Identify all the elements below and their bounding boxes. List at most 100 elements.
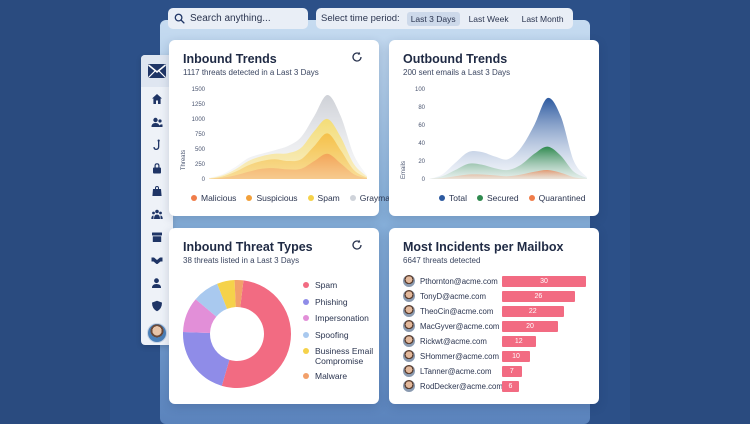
sidebar-item-partners[interactable] [141,248,173,271]
y-tick-label: 750 [195,132,206,138]
legend-label: Spam [317,193,340,203]
legend-item-suspicious: Suspicious [246,193,298,203]
y-tick-label: 40 [418,141,425,147]
series-area-quarantined [429,169,587,179]
legend-dot [303,348,309,354]
donut-slice-spam[interactable] [221,280,291,388]
threat-type-item: Spoofing [303,330,377,347]
avatar [403,335,415,347]
legend-item-quarantined: Quarantined [528,193,586,203]
refresh-icon[interactable] [351,239,363,251]
table-row[interactable]: MacGyver@acme.com 20 [403,319,558,333]
search-input[interactable]: Search anything... [168,8,308,29]
threat-type-item: Malware [303,371,377,388]
sidebar-item-security[interactable] [141,156,173,179]
card-subtitle: 38 threats listed in a Last 3 Days [183,256,300,265]
top-bar: Search anything... Select time period: L… [168,8,573,30]
sidebar-item-phishing[interactable] [141,133,173,156]
legend-dot [439,195,445,201]
handshake-icon [151,257,163,264]
y-tick-label: 0 [202,177,206,183]
avatar [403,365,415,377]
legend-dot [246,195,253,201]
outbound-trends-chart: Emails 100 80 60 40 20 0 [401,87,587,183]
sidebar-item-users[interactable] [141,110,173,133]
table-row[interactable]: SHommer@acme.com 10 [403,349,530,363]
threat-type-label: Impersonation [315,313,369,323]
y-tick-label: 60 [418,123,425,129]
y-tick-label: 1250 [192,102,206,108]
groups-icon [151,209,163,219]
donut-slice-spoofing[interactable] [195,283,228,317]
legend-item-spam: Spam [307,193,340,203]
donut-slice-business-email-compromise[interactable] [217,280,236,309]
mailbox-email: TonyD@acme.com [420,291,486,301]
legend-label: Quarantined [538,193,586,203]
table-row[interactable]: LTanner@acme.com 7 [403,364,522,378]
table-row[interactable]: RodDecker@acme.com 6 [403,379,519,393]
threat-type-label: Phishing [315,296,348,307]
legend-dot [303,331,309,338]
y-tick-label: 1000 [192,117,206,123]
avatar [403,350,415,362]
incident-bar: 12 [502,335,536,347]
legend-dot [307,195,314,201]
legend-label: Total [449,193,467,203]
table-row[interactable]: Pthornton@acme.com 30 [403,274,586,288]
hook-icon [153,139,160,150]
incident-bar: 22 [502,305,564,317]
period-option-last-month[interactable]: Last Month [521,13,564,24]
table-row[interactable]: TheoCin@acme.com 22 [403,304,564,318]
threat-type-label: Spam [315,280,338,290]
mailbox-email: Rickwt@acme.com [420,336,487,346]
donut-slice-impersonation[interactable] [183,299,217,333]
avatar [403,290,415,302]
sidebar-item-protection[interactable] [141,294,173,317]
refresh-icon[interactable] [351,51,363,63]
y-tick-label: 80 [418,105,425,111]
threat-types-card: Inbound Threat Types 38 threats listed i… [169,228,379,404]
mailbox-incidents-card: Most Incidents per Mailbox 6647 threats … [389,228,599,404]
legend-dot [303,315,309,321]
app-logo[interactable] [141,55,173,87]
mailbox-email: Pthornton@acme.com [420,276,498,286]
y-tick-label: 0 [422,177,426,183]
sidebar-item-home[interactable] [141,87,173,110]
legend-item-malicious: Malicious [191,193,236,203]
table-row[interactable]: TonyD@acme.com 26 [403,289,575,303]
threat-types-donut [183,280,291,388]
donut-slice-malware[interactable] [234,280,244,308]
sidebar-item-groups[interactable] [141,202,173,225]
legend-dot [303,298,309,305]
card-title: Inbound Trends [183,52,277,66]
legend-item-graymail: Graymail [349,193,394,203]
period-option-last-3-days[interactable]: Last 3 Days [406,11,460,26]
legend-dot [528,195,535,201]
y-tick-label: 1500 [192,87,206,93]
sidebar-item-account[interactable] [141,271,173,294]
incident-bar: 20 [502,320,558,332]
donut-slice-phishing[interactable] [183,331,230,386]
incident-bar: 30 [502,275,586,287]
avatar[interactable] [147,323,167,343]
card-subtitle: 1117 threats detected in a Last 3 Days [183,68,319,77]
sidebar-item-archive[interactable] [141,225,173,248]
card-subtitle: 6647 threats detected [403,256,481,265]
sidebar-item-store[interactable] [141,179,173,202]
period-option-last-week[interactable]: Last Week [468,13,509,24]
threat-type-item: Spam [303,280,377,297]
card-subtitle: 200 sent emails a Last 3 Days [403,68,511,77]
avatar [403,380,415,392]
table-row[interactable]: Rickwt@acme.com 12 [403,334,536,348]
time-period-label: Select time period: [321,13,400,24]
threat-type-item: Phishing [303,297,377,314]
inbound-trends-chart: Threats 1500 1250 1000 750 500 250 0 [181,87,367,183]
archive-icon [152,232,162,242]
y-tick-label: 20 [418,159,425,165]
lock-icon [153,162,161,173]
home-icon [152,93,162,104]
threat-type-item: Impersonation [303,313,377,330]
mailbox-email: LTanner@acme.com [420,366,492,376]
users-icon [151,117,163,127]
legend-dot [476,195,483,201]
